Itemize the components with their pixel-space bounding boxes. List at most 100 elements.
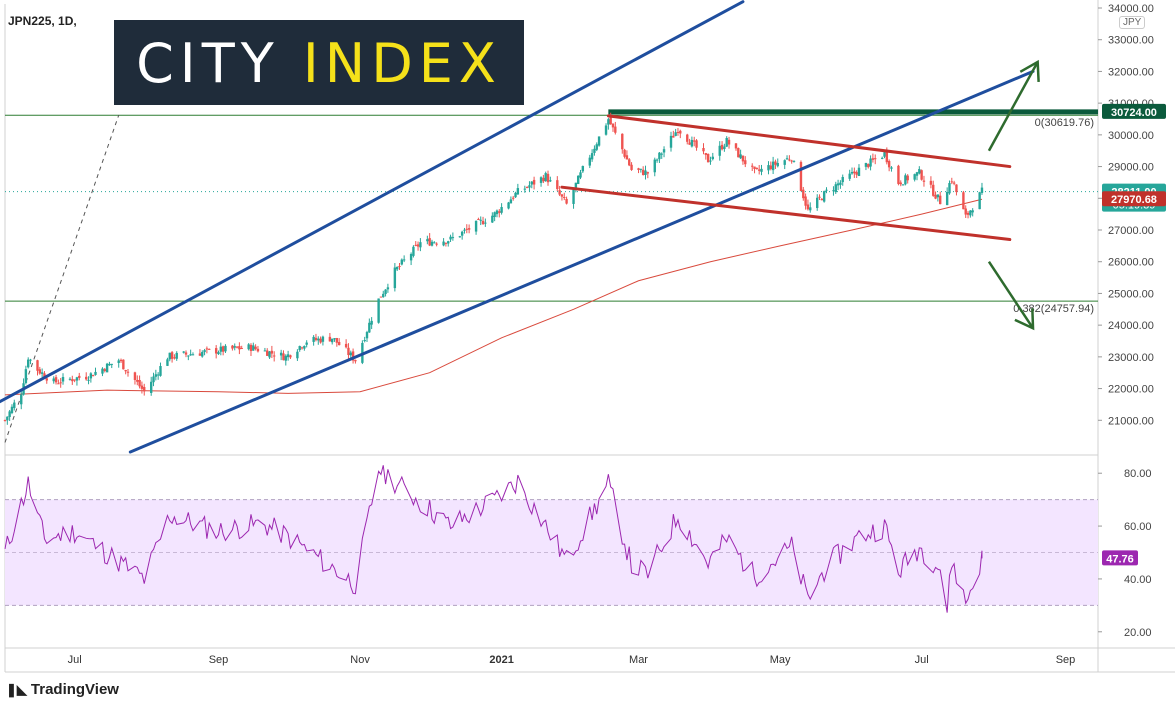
- fib-level-label: 0(30619.76): [1035, 117, 1094, 129]
- candle-body: [597, 136, 601, 146]
- city-index-logo: CITY INDEX: [114, 20, 524, 105]
- trendline-down-upper[interactable]: [606, 114, 1012, 169]
- price-label-box[interactable]: [1102, 191, 1166, 207]
- price-tick-label: 33000.00: [1108, 35, 1154, 47]
- candle-body: [370, 320, 373, 325]
- currency-badge[interactable]: JPY: [1119, 16, 1146, 29]
- price-tick-label: 29000.00: [1108, 162, 1154, 174]
- arrow-up-shaft[interactable]: [987, 61, 1039, 152]
- candle-body: [400, 259, 404, 265]
- candle-body: [305, 342, 308, 345]
- candle-body: [706, 153, 710, 163]
- candle-body: [71, 379, 74, 382]
- candle-body: [365, 332, 369, 339]
- candle-body: [298, 346, 301, 351]
- candle-body: [101, 368, 104, 374]
- main-pane[interactable]: 21000.00 22000.00 23000.00 24000.00 25000.00…: [0, 0, 1175, 673]
- arrow-down-shaft[interactable]: [987, 261, 1035, 330]
- candle-body: [117, 360, 120, 363]
- candle-body: [61, 377, 65, 382]
- candle-body: [871, 158, 875, 160]
- time-tick-label: Jul: [915, 654, 929, 666]
- candle-body: [328, 336, 332, 342]
- rsi-pane[interactable]: 20.00 40.00 60.00 80.00 47.76: [4, 465, 1152, 639]
- trendline-upper-channel[interactable]: [0, 0, 745, 408]
- candle-body: [477, 219, 480, 221]
- candle-body: [885, 151, 889, 163]
- candle-body: [546, 173, 550, 183]
- candle-body: [284, 355, 287, 361]
- candle-body: [256, 348, 260, 352]
- candle-body: [560, 194, 564, 197]
- candle-body: [576, 175, 580, 184]
- candle-body: [556, 180, 559, 190]
- candle-body: [201, 352, 204, 357]
- trendline-lower-channel[interactable]: [128, 69, 1035, 454]
- candle-body: [776, 162, 779, 167]
- candle-body: [481, 220, 485, 225]
- tradingview-icon: ❚◣: [6, 682, 27, 697]
- candle-body: [435, 243, 438, 245]
- candle-body: [136, 379, 139, 382]
- time-axis[interactable]: Jul Sep Nov 2021 Mar May Jul Sep: [68, 654, 1076, 666]
- candle-body: [57, 383, 60, 385]
- candle-body: [913, 174, 916, 180]
- price-tick-label: 25000.00: [1108, 288, 1154, 300]
- candle-body: [867, 164, 870, 168]
- candle-body: [832, 190, 835, 192]
- candle-body: [539, 177, 543, 183]
- trendline-down-lower[interactable]: [560, 185, 1012, 242]
- candle-body: [785, 158, 789, 160]
- candle-body: [741, 155, 745, 162]
- candle-body: [91, 375, 95, 377]
- rsi-value-box[interactable]: [1102, 550, 1138, 566]
- candle-body: [693, 140, 696, 142]
- candle-body: [363, 340, 366, 342]
- candle-body: [836, 183, 840, 186]
- candle-body: [514, 192, 517, 198]
- candle-body: [498, 211, 501, 213]
- candlestick-series[interactable]: [3, 112, 984, 425]
- price-label-box[interactable]: [1102, 103, 1166, 119]
- candle-body: [270, 350, 274, 354]
- candle-body: [224, 345, 227, 352]
- candle-body: [966, 212, 970, 215]
- candle-body: [331, 338, 334, 343]
- candle-body: [75, 377, 79, 381]
- candle-body: [630, 164, 633, 170]
- candle-body: [314, 337, 318, 341]
- candle-body: [347, 347, 350, 356]
- time-tick-label: Nov: [350, 654, 370, 666]
- candle-body: [549, 180, 552, 182]
- candle-body: [757, 169, 761, 171]
- candle-body: [263, 350, 267, 352]
- candle-body: [718, 145, 721, 156]
- candle-body: [493, 212, 496, 218]
- candle-body: [897, 165, 900, 184]
- candle-body: [528, 185, 531, 188]
- rsi-value-label: 47.76: [1106, 553, 1134, 565]
- candle-body: [447, 241, 450, 244]
- tradingview-footer[interactable]: ❚◣ TradingView: [6, 681, 119, 698]
- candle-body: [523, 188, 527, 190]
- symbol-label: JPN225, 1D,: [8, 14, 77, 28]
- candle-body: [10, 406, 14, 414]
- candle-body: [94, 371, 97, 375]
- price-tick-label: 22000.00: [1108, 384, 1154, 396]
- candle-body: [458, 236, 462, 238]
- candle-body: [27, 359, 30, 368]
- candle-body: [806, 204, 810, 210]
- candle-body: [509, 199, 513, 204]
- candle-body: [609, 117, 612, 125]
- candle-body: [36, 360, 39, 371]
- rsi-tick-label: 80.00: [1124, 468, 1152, 480]
- candle-body: [412, 246, 415, 256]
- candle-body: [384, 289, 387, 294]
- candle-body: [409, 253, 413, 261]
- candle-body: [901, 184, 905, 186]
- candle-body: [402, 259, 406, 261]
- candle-body: [530, 181, 533, 185]
- candle-body: [187, 355, 190, 357]
- candle-body: [581, 166, 585, 172]
